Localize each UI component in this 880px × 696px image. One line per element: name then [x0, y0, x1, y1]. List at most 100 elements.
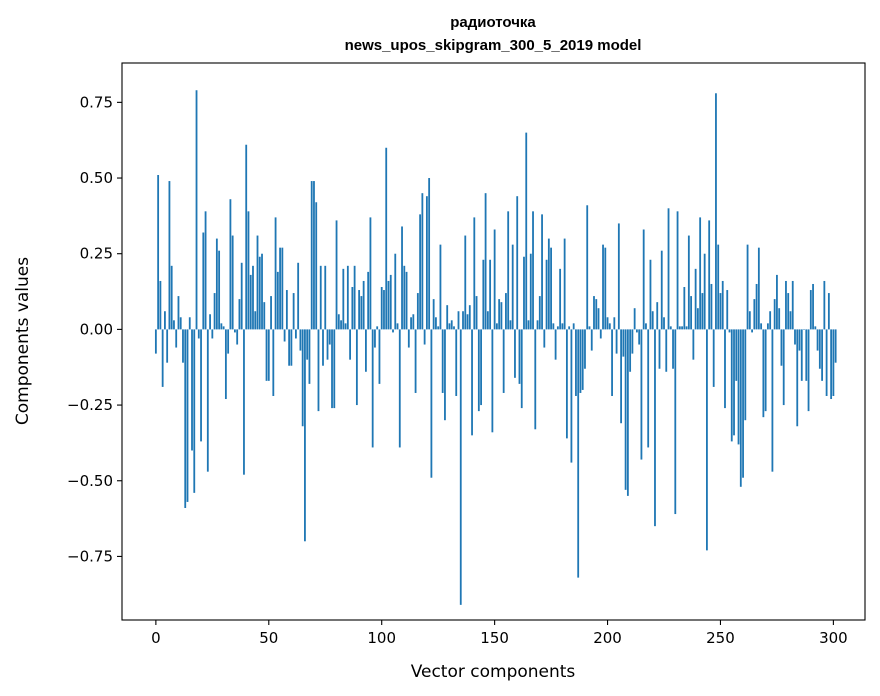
bar-172 — [543, 329, 546, 348]
bar-192 — [588, 326, 591, 330]
bar-229 — [672, 329, 674, 369]
bar-27 — [215, 238, 218, 330]
bar-137 — [464, 235, 467, 330]
bar-54 — [276, 271, 279, 330]
y-tick-label: 0.75 — [80, 93, 113, 111]
bar-55 — [279, 247, 281, 330]
bar-153 — [500, 302, 503, 330]
bar-156 — [507, 211, 510, 330]
bar-36 — [236, 329, 239, 345]
bar-138 — [466, 314, 469, 330]
bar-125 — [437, 326, 440, 330]
bar-142 — [475, 296, 478, 330]
bar-117 — [419, 214, 422, 330]
bar-25 — [211, 329, 214, 339]
bar-223 — [658, 329, 661, 369]
bar-53 — [274, 217, 277, 330]
x-tick-label: 0 — [151, 629, 161, 647]
bar-298 — [827, 293, 830, 330]
bar-243 — [703, 253, 706, 330]
bar-106 — [394, 253, 397, 330]
bar-227 — [667, 208, 670, 330]
bar-121 — [428, 178, 431, 330]
bar-56 — [281, 247, 284, 330]
bar-292 — [814, 326, 817, 330]
bar-215 — [640, 329, 643, 460]
bar-129 — [446, 305, 449, 330]
bar-10 — [177, 296, 180, 330]
bar-258 — [737, 329, 740, 445]
bar-1 — [157, 175, 160, 330]
bar-195 — [595, 299, 598, 330]
bar-174 — [547, 238, 550, 330]
bar-136 — [462, 311, 464, 330]
bar-146 — [484, 193, 487, 330]
bar-45 — [256, 235, 259, 330]
bar-253 — [726, 290, 729, 330]
bar-86 — [349, 329, 351, 360]
bar-15 — [188, 317, 191, 330]
bar-213 — [636, 329, 638, 333]
bar-247 — [712, 329, 715, 387]
bar-114 — [412, 314, 415, 330]
bar-245 — [708, 220, 711, 330]
bar-57 — [283, 329, 286, 342]
bar-79 — [333, 329, 336, 409]
bar-193 — [590, 329, 593, 351]
bar-228 — [669, 326, 672, 330]
bar-35 — [234, 329, 236, 333]
bar-267 — [757, 247, 760, 330]
bar-249 — [717, 244, 720, 330]
bar-126 — [439, 244, 442, 330]
bar-187 — [577, 329, 580, 578]
bar-52 — [272, 329, 275, 396]
bar-232 — [678, 326, 681, 330]
bar-103 — [387, 280, 390, 330]
bar-62 — [294, 329, 297, 339]
bar-291 — [812, 283, 814, 330]
chart-title: радиоточка — [450, 14, 536, 31]
bar-147 — [486, 311, 489, 330]
bar-155 — [505, 293, 507, 330]
bar-203 — [613, 317, 616, 330]
bar-59 — [288, 329, 291, 366]
bar-265 — [753, 299, 756, 330]
bar-297 — [825, 329, 828, 396]
bar-141 — [473, 217, 476, 330]
bar-13 — [184, 329, 187, 508]
bar-204 — [615, 329, 618, 354]
bar-84 — [344, 323, 347, 330]
bar-132 — [453, 326, 455, 330]
bar-183 — [568, 326, 571, 330]
bar-80 — [335, 220, 338, 330]
bar-135 — [459, 329, 462, 605]
bar-124 — [435, 317, 437, 330]
bar-154 — [502, 329, 505, 393]
x-axis-label: Vector components — [411, 662, 576, 682]
bar-241 — [699, 217, 702, 330]
bar-66 — [304, 329, 306, 542]
bar-24 — [209, 314, 211, 330]
bar-214 — [638, 329, 641, 345]
plot-frame — [121, 62, 866, 621]
bar-216 — [642, 229, 645, 330]
bar-294 — [818, 329, 821, 369]
x-tick-label: 200 — [593, 629, 622, 647]
bar-6 — [168, 181, 171, 330]
bar-0 — [154, 329, 157, 354]
bar-118 — [421, 193, 424, 330]
y-tick-label: 0.00 — [80, 320, 113, 338]
bar-67 — [306, 329, 309, 360]
bar-41 — [247, 211, 250, 330]
bar-119 — [423, 329, 426, 345]
bar-177 — [554, 329, 557, 360]
y-axis-label: Components values — [13, 257, 33, 425]
bar-116 — [416, 293, 419, 330]
bar-149 — [491, 329, 494, 433]
bar-2 — [159, 280, 162, 330]
x-tick-label: 300 — [819, 629, 848, 647]
bar-263 — [748, 311, 751, 330]
bar-89 — [355, 329, 358, 406]
bar-63 — [297, 262, 300, 330]
